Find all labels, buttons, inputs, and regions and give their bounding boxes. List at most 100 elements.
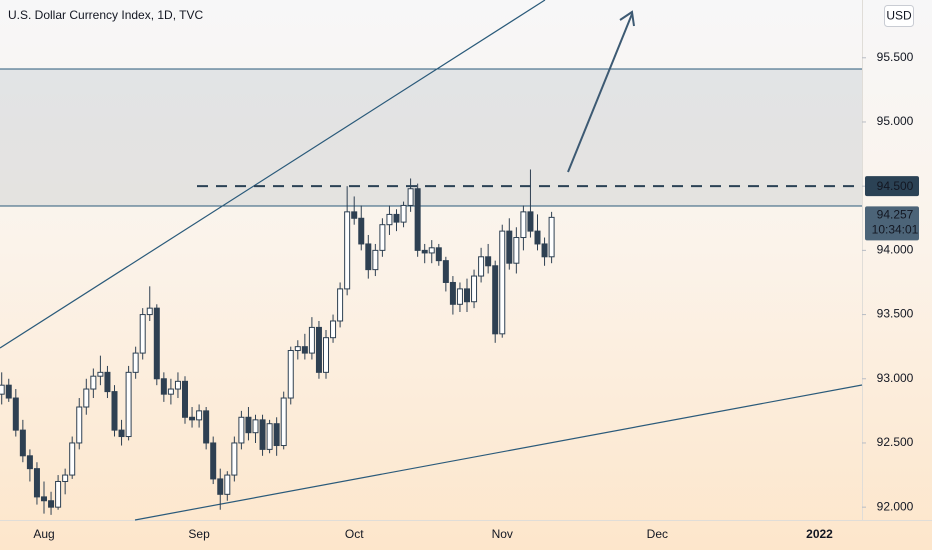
y-tick-label: 93.500 xyxy=(877,307,914,321)
candle-body xyxy=(118,429,125,438)
y-tick-label: 92.000 xyxy=(877,499,914,513)
candle-body xyxy=(210,442,217,480)
plot xyxy=(0,169,555,515)
candle-body xyxy=(393,213,400,223)
candle-body xyxy=(485,256,492,267)
candle-body xyxy=(62,474,69,482)
arrow xyxy=(567,10,635,173)
currency-box[interactable] xyxy=(884,5,914,27)
candle-body xyxy=(189,416,196,421)
candle-body xyxy=(217,478,224,495)
y-tick-label: 94.000 xyxy=(877,243,914,257)
candle-body xyxy=(506,230,513,264)
candle-body xyxy=(548,216,555,258)
candle-body xyxy=(414,188,421,251)
x-tick-label: Aug xyxy=(33,527,54,541)
candle-body xyxy=(203,410,210,444)
candle-body xyxy=(83,388,90,408)
candle-body xyxy=(386,213,393,226)
candle-body xyxy=(379,224,386,251)
candle-body xyxy=(160,378,167,395)
lower-trendline xyxy=(134,384,863,521)
candle-body xyxy=(76,406,83,444)
candle-body xyxy=(146,307,153,316)
last-price-tag xyxy=(865,206,919,241)
candle-body xyxy=(182,380,188,418)
candle-body xyxy=(19,429,26,457)
x-tick-label: Oct xyxy=(345,527,364,541)
candle-body xyxy=(330,320,337,339)
candle-body xyxy=(513,237,520,264)
candle-body xyxy=(266,423,273,450)
arrow-shaft xyxy=(567,13,633,173)
candle-body xyxy=(48,500,55,508)
candle-body xyxy=(12,397,19,431)
candle-body xyxy=(111,391,118,431)
candle-body xyxy=(449,281,456,305)
candle-body xyxy=(442,260,449,283)
candle-body xyxy=(69,442,76,476)
level-tag xyxy=(865,176,919,197)
candle-body xyxy=(421,249,428,254)
candle-body xyxy=(471,275,478,303)
candle-body xyxy=(400,204,407,223)
candle-body xyxy=(428,247,435,254)
candle-body xyxy=(492,265,499,335)
countdown-label: 10:34:01 xyxy=(872,223,919,237)
candle-body xyxy=(33,468,40,498)
candle-body xyxy=(337,288,344,322)
candle-body xyxy=(435,247,442,262)
x-tick-label: Nov xyxy=(492,527,513,541)
candle-body xyxy=(351,211,358,219)
y-tick-label: 93.000 xyxy=(877,371,914,385)
candle-body xyxy=(372,249,379,271)
candle-body xyxy=(252,419,259,434)
upper-trendline xyxy=(0,0,546,349)
x-tick-label: 2022 xyxy=(806,527,833,541)
candle-body xyxy=(308,326,315,354)
candle-body xyxy=(231,442,238,476)
candle-body xyxy=(104,371,111,393)
candle-body xyxy=(541,243,548,258)
candle-body xyxy=(323,337,329,373)
candle-body xyxy=(280,397,287,447)
last-price-label: 94.257 xyxy=(877,208,914,222)
y-tick-label: 95.500 xyxy=(877,50,914,64)
candle-body xyxy=(245,416,252,434)
chart-title: U.S. Dollar Currency Index, 1D, TVC xyxy=(8,8,204,22)
candle-body xyxy=(41,496,47,502)
level-tag-label: 94.500 xyxy=(877,179,914,193)
y-tick-label: 92.500 xyxy=(877,435,914,449)
candle-body xyxy=(294,346,301,352)
candle-body xyxy=(132,352,139,373)
candle-body xyxy=(174,380,181,390)
candle-body xyxy=(167,388,174,395)
candle-body xyxy=(224,474,231,495)
candle-body xyxy=(464,288,470,303)
y-tick-label: 95.000 xyxy=(877,114,914,128)
candle-body xyxy=(344,211,351,290)
candle-body xyxy=(365,243,372,271)
x-tick-label: Sep xyxy=(188,527,210,541)
candle-body xyxy=(196,410,203,421)
candle-body xyxy=(153,307,160,380)
candle-body xyxy=(238,416,245,444)
candle-body xyxy=(125,371,132,438)
candle-body xyxy=(456,288,463,305)
arrow-head xyxy=(619,10,635,27)
candle-body xyxy=(478,256,485,277)
currency-label: USD xyxy=(886,9,912,23)
x-tick-label: Dec xyxy=(647,527,668,541)
candle-body xyxy=(259,419,266,450)
candle-body xyxy=(407,188,414,206)
candle-body xyxy=(139,314,146,354)
candle-body xyxy=(97,371,104,377)
candle-body xyxy=(358,217,365,245)
candle-body xyxy=(315,326,322,373)
candle-body xyxy=(301,346,308,354)
candle-body xyxy=(55,480,62,508)
candle-body xyxy=(273,423,280,447)
candle-body xyxy=(287,350,294,399)
